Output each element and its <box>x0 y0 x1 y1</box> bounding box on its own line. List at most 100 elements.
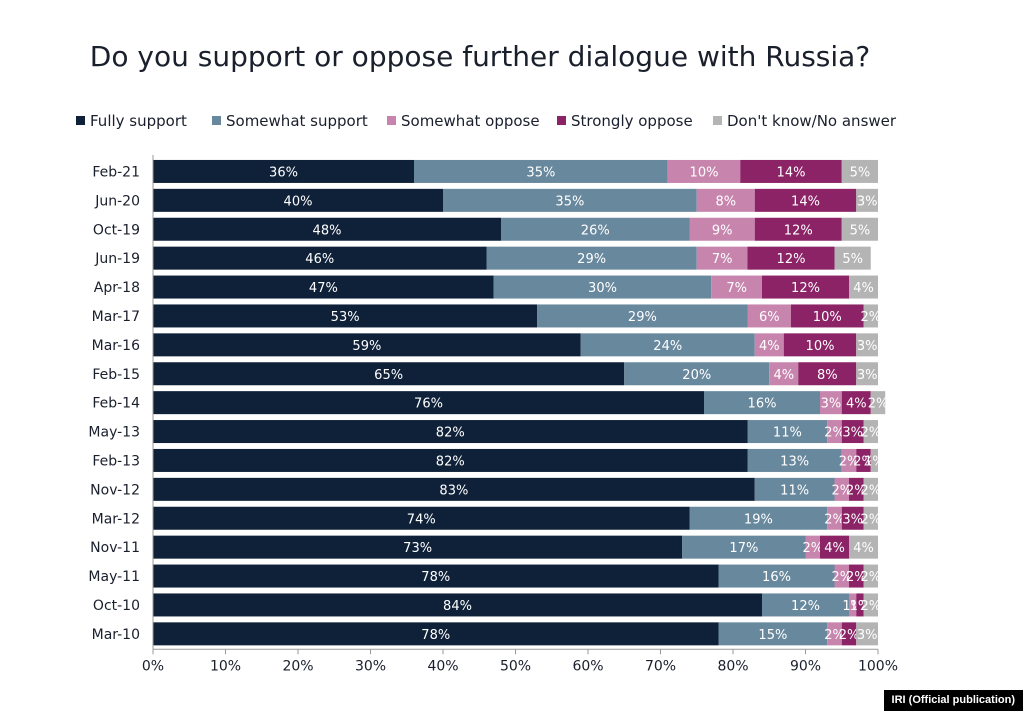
data-label: 7% <box>726 281 747 296</box>
bar-segment-somewhat-support <box>580 333 755 357</box>
data-label: 35% <box>526 165 555 180</box>
bar-segment-fully-support <box>153 159 414 183</box>
bar-segment-strongly-oppose <box>820 535 849 559</box>
data-label: 29% <box>628 310 657 325</box>
bar-segment-don-t-know-no-answer <box>863 304 878 328</box>
x-tick-label: 40% <box>427 658 458 674</box>
data-label: 2% <box>802 541 823 556</box>
data-label: 2% <box>846 483 867 498</box>
bar-segment-fully-support <box>153 333 581 357</box>
category-label: Apr-18 <box>94 280 140 296</box>
data-label: 26% <box>581 223 610 238</box>
legend-swatch-somewhat-support <box>212 116 221 125</box>
data-label: 1% <box>864 454 885 469</box>
category-label: Jun-20 <box>94 193 140 209</box>
bar-segment-fully-support <box>153 593 762 617</box>
data-label: 19% <box>744 512 773 527</box>
data-label: 82% <box>436 454 465 469</box>
data-label: 83% <box>439 483 468 498</box>
legend-label: Fully support <box>90 112 187 130</box>
data-label: 4% <box>853 281 874 296</box>
bar-segment-somewhat-oppose <box>667 159 741 183</box>
bar-segment-fully-support <box>153 362 625 386</box>
bar-segment-somewhat-support <box>718 564 835 588</box>
data-label: 30% <box>588 281 617 296</box>
data-label: 5% <box>842 252 863 267</box>
bar-segment-strongly-oppose <box>783 333 857 357</box>
bar-segment-fully-support <box>153 420 748 444</box>
legend-label: Don't know/No answer <box>727 112 897 130</box>
data-label: 2% <box>839 628 860 643</box>
bar-segment-somewhat-oppose <box>754 333 784 357</box>
x-tick-label: 90% <box>790 658 821 674</box>
x-tick-label: 0% <box>142 658 164 674</box>
bar-segment-somewhat-oppose <box>696 246 748 270</box>
bar-segment-strongly-oppose <box>754 217 842 241</box>
category-label: Feb-21 <box>92 164 140 180</box>
data-label: 40% <box>284 194 313 209</box>
data-label: 3% <box>857 339 878 354</box>
bar-segment-somewhat-support <box>747 448 842 472</box>
bar-segment-somewhat-support <box>501 217 690 241</box>
data-label: 9% <box>712 223 733 238</box>
data-label: 76% <box>414 397 443 412</box>
data-label: 29% <box>577 252 606 267</box>
category-label: Oct-19 <box>93 222 140 238</box>
bar-segment-somewhat-support <box>718 622 828 646</box>
bar-segment-fully-support <box>153 506 690 530</box>
bar-segment-somewhat-support <box>682 535 806 559</box>
data-label: 59% <box>352 339 381 354</box>
legend-label: Somewhat support <box>226 112 368 130</box>
data-label: 2% <box>860 570 881 585</box>
bar-segment-strongly-oppose <box>841 420 864 444</box>
bar-segment-somewhat-oppose <box>769 362 799 386</box>
data-label: 4% <box>824 541 845 556</box>
bar-segment-somewhat-oppose <box>696 188 755 212</box>
bar-segment-strongly-oppose <box>754 188 857 212</box>
bar-segment-somewhat-oppose <box>834 564 849 588</box>
data-label: 4% <box>759 339 780 354</box>
category-label: Nov-12 <box>90 482 140 498</box>
data-label: 2% <box>846 570 867 585</box>
legend-label: Strongly oppose <box>571 112 693 130</box>
category-label: Oct-10 <box>93 598 140 614</box>
x-tick-label: 60% <box>572 658 603 674</box>
x-tick-label: 80% <box>717 658 748 674</box>
data-label: 2% <box>860 599 881 614</box>
bar-segment-somewhat-oppose <box>841 448 857 472</box>
bar-segment-don-t-know-no-answer <box>856 622 878 646</box>
legend-swatch-dont-know <box>713 116 722 125</box>
legend-swatch-fully-support <box>76 116 85 125</box>
chart-title: Do you support or oppose further dialogu… <box>89 40 871 73</box>
bar-segment-don-t-know-no-answer <box>856 333 878 357</box>
data-label: 4% <box>846 397 867 412</box>
category-label: May-11 <box>88 569 140 585</box>
bar-segment-somewhat-oppose <box>805 535 820 559</box>
bar-segment-don-t-know-no-answer <box>849 275 878 299</box>
legend-item-strongly-oppose: Strongly oppose <box>557 112 693 132</box>
bar-segment-strongly-oppose <box>841 622 857 646</box>
category-label: Mar-16 <box>92 338 140 354</box>
bar-segment-somewhat-oppose <box>711 275 762 299</box>
category-label: Feb-15 <box>92 367 140 383</box>
bar-segment-strongly-oppose <box>791 304 864 328</box>
category-label: Mar-10 <box>92 627 140 643</box>
bar-segment-fully-support <box>153 188 443 212</box>
data-label: 12% <box>777 252 806 267</box>
bar-segment-somewhat-support <box>486 246 697 270</box>
bar-segment-strongly-oppose <box>747 246 835 270</box>
bar-segment-don-t-know-no-answer <box>841 217 878 241</box>
bar-segment-somewhat-oppose <box>849 593 857 617</box>
data-label: 13% <box>780 454 809 469</box>
bar-segment-somewhat-oppose <box>820 391 842 415</box>
data-label: 46% <box>305 252 334 267</box>
data-label: 5% <box>850 165 871 180</box>
data-label: 2% <box>868 397 889 412</box>
data-label: 47% <box>309 281 338 296</box>
bar-segment-fully-support <box>153 448 748 472</box>
legend-label: Somewhat oppose <box>401 112 540 130</box>
data-label: 2% <box>824 426 845 441</box>
data-label: 4% <box>853 541 874 556</box>
bar-segment-fully-support <box>153 622 719 646</box>
